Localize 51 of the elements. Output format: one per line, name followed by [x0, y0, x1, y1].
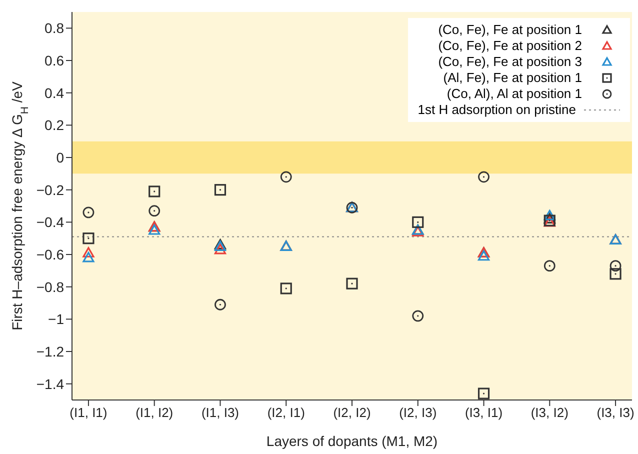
- point: [280, 282, 292, 294]
- point: [82, 247, 94, 258]
- point: [148, 186, 160, 198]
- legend-label: (Al, Fe), Fe at position 1: [443, 70, 582, 86]
- y-tick-label: −1: [48, 311, 64, 328]
- x-tick-label: (I2, I1): [267, 405, 305, 420]
- y-tick-label: 0.6: [44, 52, 64, 68]
- x-axis-title: Layers of dopants (M1, M2): [266, 433, 438, 449]
- point: [214, 184, 226, 196]
- point: [610, 260, 622, 272]
- point: [82, 206, 94, 218]
- y-tick-label: −1.4: [36, 376, 64, 392]
- x-tick-label: (I1, I1): [70, 405, 108, 420]
- x-tick-label: (I3, I2): [530, 405, 568, 420]
- point: [478, 250, 490, 261]
- y-tick-label: −0.2: [36, 182, 64, 198]
- y-tick-label: 0: [56, 149, 64, 166]
- point: [82, 232, 94, 244]
- legend-label: (Co, Fe), Fe at position 2: [438, 38, 582, 54]
- y-tick-label: 0.4: [44, 84, 64, 101]
- point: [280, 171, 292, 183]
- point: [412, 216, 424, 228]
- x-tick-label: (I1, I2): [136, 405, 174, 420]
- legend-label: (Co, Al), Al at position 1: [446, 86, 582, 102]
- point: [478, 388, 490, 400]
- point: [214, 298, 226, 310]
- point: [610, 268, 622, 280]
- point: [544, 210, 556, 220]
- point: [544, 260, 556, 272]
- y-tick-label: −0.8: [36, 278, 64, 295]
- legend-label: 1st H adsorption on pristine: [418, 102, 576, 118]
- point: [346, 278, 358, 290]
- y-tick-label: −0.4: [36, 214, 64, 230]
- point: [478, 171, 490, 183]
- point: [214, 244, 226, 254]
- x-tick-label: (I3, I1): [464, 405, 503, 420]
- point: [544, 213, 556, 224]
- x-tick-label: (I2, I2): [333, 405, 371, 420]
- y-tick-label: 0.8: [44, 20, 64, 36]
- x-tick-label: (I2, I3): [399, 405, 437, 420]
- y-tick-label: 0.2: [44, 117, 64, 134]
- y-tick-label: −0.6: [36, 246, 64, 262]
- legend-label: (Co, Fe), Fe at position 3: [438, 54, 582, 70]
- x-tick-label: (I1, I3): [201, 405, 240, 420]
- point: [82, 252, 94, 262]
- x-tick-label: (I3, I3): [596, 405, 634, 420]
- legend-label: (Co, Fe), Fe at position 1: [438, 22, 582, 38]
- point: [148, 205, 160, 217]
- point: [412, 310, 424, 322]
- y-tick-label: −1.2: [36, 343, 64, 360]
- point: [148, 224, 160, 235]
